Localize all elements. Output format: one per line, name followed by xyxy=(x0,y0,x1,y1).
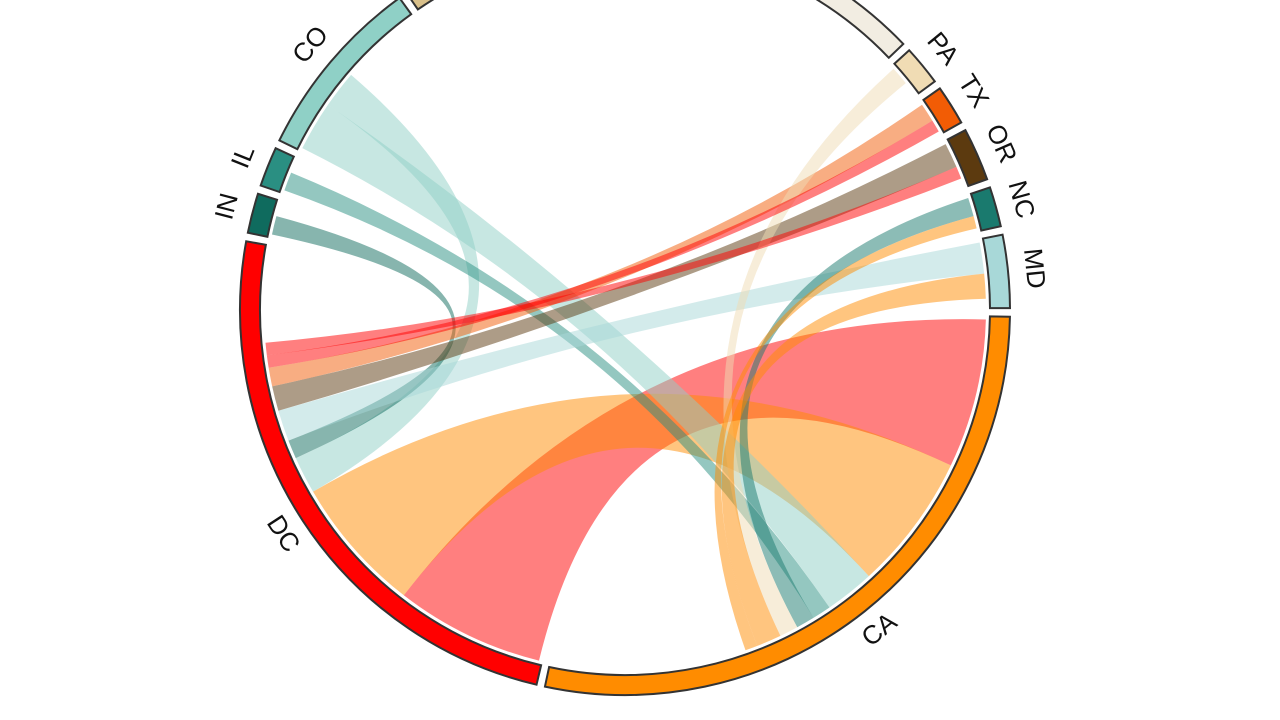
ribbon xyxy=(268,104,933,387)
sector-arc xyxy=(815,0,905,60)
sector-arc xyxy=(246,192,279,238)
sector-arc xyxy=(946,128,989,188)
sector-arc xyxy=(922,86,963,134)
sector-label: NC xyxy=(1003,177,1042,221)
ribbon xyxy=(313,393,951,596)
sector-arc xyxy=(278,0,413,151)
sector-arc xyxy=(981,233,1012,310)
sector-label: IN xyxy=(208,190,244,223)
ribbons xyxy=(265,68,986,661)
sector-label: MD xyxy=(1018,247,1052,290)
ribbon xyxy=(721,273,986,646)
sector-arc xyxy=(259,146,296,194)
sector-label: PA xyxy=(921,26,965,71)
ribbon xyxy=(302,104,869,608)
sector-label: IL xyxy=(225,141,261,172)
sector-arc xyxy=(893,48,937,95)
sector-arc xyxy=(410,0,435,11)
sector-label: CO xyxy=(286,20,334,69)
ribbon xyxy=(265,166,962,356)
sector-label: TX xyxy=(952,69,995,113)
sector-label: OR xyxy=(980,119,1023,167)
ribbon xyxy=(403,319,986,661)
sector-arc xyxy=(239,240,543,686)
ribbon xyxy=(271,216,456,459)
ribbon xyxy=(714,216,977,651)
sector-arc xyxy=(969,186,1002,232)
ribbon xyxy=(272,144,957,411)
sector-arc xyxy=(543,315,1011,696)
